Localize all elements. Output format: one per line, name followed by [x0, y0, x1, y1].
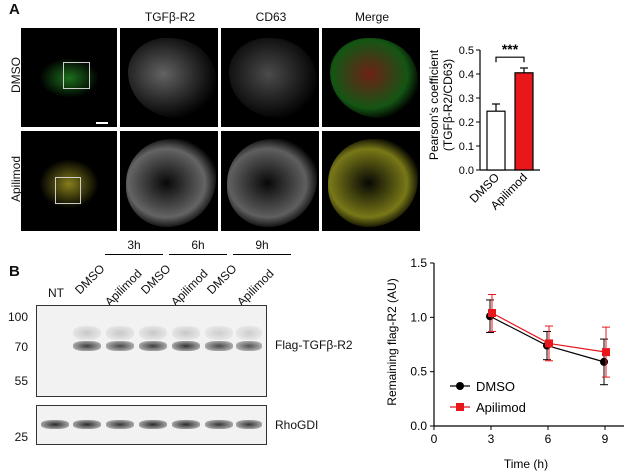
line-y-tick-label: 1.5 — [410, 256, 427, 270]
lane-label-apilimod-9h: Apilimod — [234, 266, 277, 309]
lane-label-nt: NT — [48, 286, 64, 300]
lane-label-dmso-6h: DMSO — [138, 261, 174, 297]
bar-y-tick-label: 0.5 — [459, 45, 474, 57]
pearson-bar-chart: Pearson's coefficient (TGFβ-R2/CD63) 0.0… — [427, 41, 540, 213]
bar-y-tick-label: 0.3 — [459, 93, 474, 105]
data-point-dmso — [600, 357, 608, 366]
column-label-merge: Merge — [354, 10, 389, 24]
bar-chart-ylabel: Pearson's coefficient — [427, 49, 441, 160]
legend-marker-apilimod — [456, 403, 464, 411]
lane-label-dmso-9h: DMSO — [204, 261, 240, 297]
data-point-apilimod — [488, 308, 496, 317]
bar-apilimod — [514, 72, 534, 171]
line-chart-xlabel: Time (h) — [504, 457, 548, 471]
data-point-apilimod — [545, 339, 553, 348]
column-label-tgfbr2: TGFβ-R2 — [144, 10, 196, 24]
legend-label-apilimod: Apilimod — [476, 400, 526, 415]
line-x-tick-label: 9 — [602, 432, 609, 446]
time-bracket-6h — [169, 254, 227, 255]
micrograph-dmso-cd63 — [221, 28, 319, 127]
bar-y-tick-label: 0.1 — [459, 141, 474, 153]
micrograph-apilimod-cd63 — [221, 131, 319, 231]
legend-label-dmso: DMSO — [476, 379, 515, 394]
remaining-flag-r2-line-chart: Remaining flag-R2 (AU) Time (h) 0.0 0.5 1.… — [385, 256, 624, 471]
micrograph-dmso-merge — [322, 28, 420, 127]
line-y-tick-label: 0.5 — [410, 365, 427, 379]
time-bracket-3h — [105, 254, 163, 255]
line-x-tick-label: 3 — [488, 432, 495, 446]
mw-marker-55: 55 — [14, 374, 28, 388]
mw-marker-100: 100 — [7, 310, 28, 324]
blot-label-flag-tgfbr2: Flag-TGFβ-R2 — [275, 338, 353, 352]
data-point-apilimod — [602, 348, 610, 357]
micrograph-dmso-tgfbr2 — [120, 28, 218, 127]
lane-label-dmso-3h: DMSO — [72, 261, 108, 297]
line-x-tick-label: 6 — [545, 432, 552, 446]
time-bracket-9h — [233, 254, 291, 255]
bar-chart-ylabel-2: (TGFβ-R2/CD63) — [441, 59, 455, 151]
zoom-box-dmso — [63, 62, 90, 89]
panel-letter-b: B — [9, 263, 20, 280]
micrograph-dmso-overview — [21, 28, 117, 127]
micrograph-apilimod-tgfbr2 — [120, 131, 218, 231]
bar-dmso — [486, 110, 506, 171]
line-y-tick-label: 0.0 — [410, 419, 427, 433]
western-blot-flag-tgfbr2 — [36, 305, 267, 397]
column-label-cd63: CD63 — [255, 10, 287, 24]
bar-y-tick-label: 0.4 — [459, 69, 474, 81]
mw-marker-25: 25 — [14, 430, 28, 444]
time-label-6h: 6h — [191, 238, 205, 252]
blot-label-rhogdi: RhoGDI — [275, 418, 319, 432]
micrograph-apilimod-overview — [21, 131, 117, 231]
bar-y-tick-label: 0.2 — [459, 117, 474, 129]
legend-marker-dmso — [456, 382, 464, 390]
panel-letter-a: A — [9, 1, 20, 18]
scale-bar — [96, 122, 108, 124]
significance-bracket — [495, 56, 525, 63]
line-y-tick-label: 1.0 — [410, 310, 427, 324]
line-chart-ylabel: Remaining flag-R2 (AU) — [385, 278, 399, 405]
line-x-tick-label: 0 — [431, 432, 438, 446]
time-label-9h: 9h — [255, 238, 269, 252]
mw-marker-70: 70 — [14, 340, 28, 354]
western-blot-rhogdi — [36, 405, 267, 445]
bar-y-tick-label: 0.0 — [459, 165, 474, 177]
zoom-box-apilimod — [55, 177, 81, 204]
significance-label: *** — [502, 41, 519, 57]
micrograph-apilimod-merge — [322, 131, 420, 231]
time-label-3h: 3h — [127, 238, 141, 252]
